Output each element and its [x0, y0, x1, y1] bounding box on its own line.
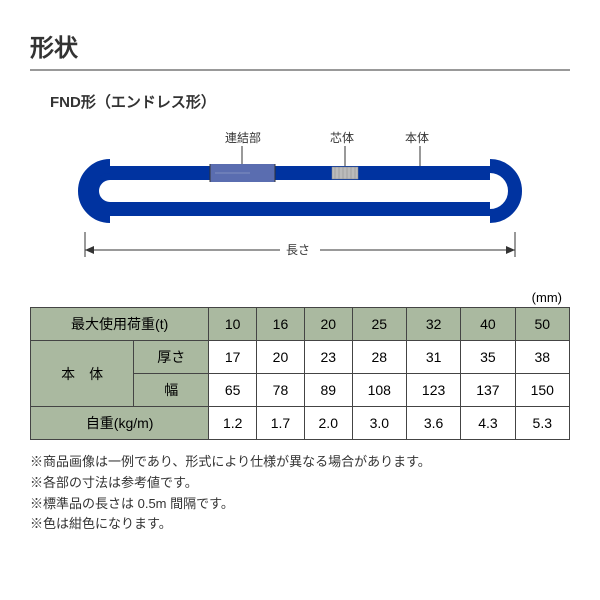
table-row: 最大使用荷重(t) 10 16 20 25 32 40 50: [31, 308, 570, 341]
header-weight: 自重(kg/m): [31, 407, 209, 440]
sling-top: [110, 166, 490, 180]
data-cell: 31: [406, 341, 460, 374]
data-cell: 28: [352, 341, 406, 374]
load-cell: 10: [209, 308, 257, 341]
unit-label: (mm): [30, 290, 562, 305]
note-line: ※標準品の長さは 0.5m 間隔です。: [30, 494, 570, 515]
page-title: 形状: [30, 28, 570, 71]
note-line: ※各部の寸法は参考値です。: [30, 473, 570, 494]
data-cell: 38: [515, 341, 569, 374]
table-row: 自重(kg/m) 1.2 1.7 2.0 3.0 3.6 4.3 5.3: [31, 407, 570, 440]
header-width: 幅: [134, 374, 209, 407]
data-cell: 89: [304, 374, 352, 407]
data-cell: 3.6: [406, 407, 460, 440]
data-cell: 150: [515, 374, 569, 407]
data-cell: 78: [257, 374, 305, 407]
header-body: 本 体: [31, 341, 134, 407]
header-load: 最大使用荷重(t): [31, 308, 209, 341]
data-cell: 23: [304, 341, 352, 374]
header-thickness: 厚さ: [134, 341, 209, 374]
data-cell: 3.0: [352, 407, 406, 440]
note-line: ※商品画像は一例であり、形式により仕様が異なる場合があります。: [30, 452, 570, 473]
notes: ※商品画像は一例であり、形式により仕様が異なる場合があります。 ※各部の寸法は参…: [30, 452, 570, 535]
data-cell: 5.3: [515, 407, 569, 440]
load-cell: 32: [406, 308, 460, 341]
load-cell: 40: [461, 308, 515, 341]
label-core: 芯体: [330, 131, 354, 145]
load-cell: 16: [257, 308, 305, 341]
spec-table: 最大使用荷重(t) 10 16 20 25 32 40 50 本 体 厚さ 17…: [30, 307, 570, 440]
data-cell: 108: [352, 374, 406, 407]
label-length: 長さ: [286, 243, 310, 257]
data-cell: 35: [461, 341, 515, 374]
sling-diagram: 連結部 芯体 本体 長さ: [50, 122, 550, 272]
label-joint: 連結部: [225, 130, 261, 145]
data-cell: 137: [461, 374, 515, 407]
sling-right-arc: [490, 166, 515, 216]
sling-bottom: [110, 202, 490, 216]
core-rect: [332, 167, 358, 179]
data-cell: 20: [257, 341, 305, 374]
data-cell: 1.2: [209, 407, 257, 440]
note-line: ※色は紺色になります。: [30, 514, 570, 535]
data-cell: 2.0: [304, 407, 352, 440]
subtitle: FND形（エンドレス形）: [50, 91, 570, 112]
data-cell: 65: [209, 374, 257, 407]
load-cell: 20: [304, 308, 352, 341]
load-cell: 50: [515, 308, 569, 341]
data-cell: 1.7: [257, 407, 305, 440]
table-row: 本 体 厚さ 17 20 23 28 31 35 38: [31, 341, 570, 374]
load-cell: 25: [352, 308, 406, 341]
label-body: 本体: [405, 131, 429, 145]
data-cell: 123: [406, 374, 460, 407]
data-cell: 4.3: [461, 407, 515, 440]
data-cell: 17: [209, 341, 257, 374]
